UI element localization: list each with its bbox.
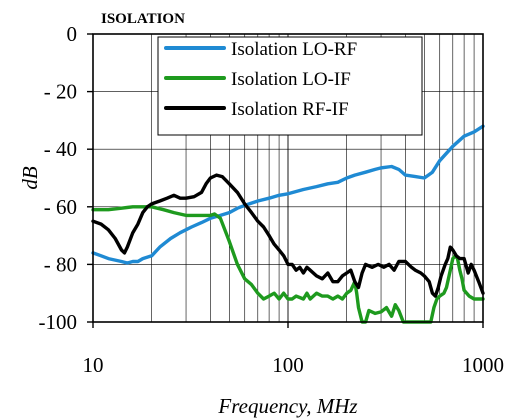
x-tick-label: 100	[272, 353, 304, 377]
legend-items: Isolation LO-RF Isolation LO-IF Isolation …	[164, 39, 357, 120]
y-axis-label: dB	[18, 166, 42, 190]
legend-box	[157, 36, 423, 136]
legend-label: Isolation RF-IF	[231, 99, 349, 120]
y-tick-label: -100	[39, 310, 78, 334]
x-tick-label: 10	[83, 353, 104, 377]
y-tick-label: - 80	[44, 252, 77, 276]
chart-title: ISOLATION	[101, 11, 185, 27]
series-lines	[91, 124, 485, 324]
y-tick-label: 0	[67, 22, 78, 46]
series-line-isolation-lo-if	[91, 205, 485, 324]
x-tick-label: 1000	[462, 353, 504, 377]
legend-label: Isolation LO-RF	[231, 39, 357, 60]
legend: Isolation LO-RF Isolation LO-IF Isolation …	[157, 36, 423, 136]
y-tick-label: - 20	[44, 80, 77, 104]
x-axis-label: Frequency, MHz	[217, 394, 357, 418]
legend-label: Isolation LO-IF	[231, 69, 351, 90]
y-tick-label: - 60	[44, 195, 77, 219]
series-line-isolation-rf-if	[91, 173, 485, 298]
series-line-isolation-lo-rf	[91, 124, 485, 265]
y-tick-label: - 40	[44, 137, 77, 161]
